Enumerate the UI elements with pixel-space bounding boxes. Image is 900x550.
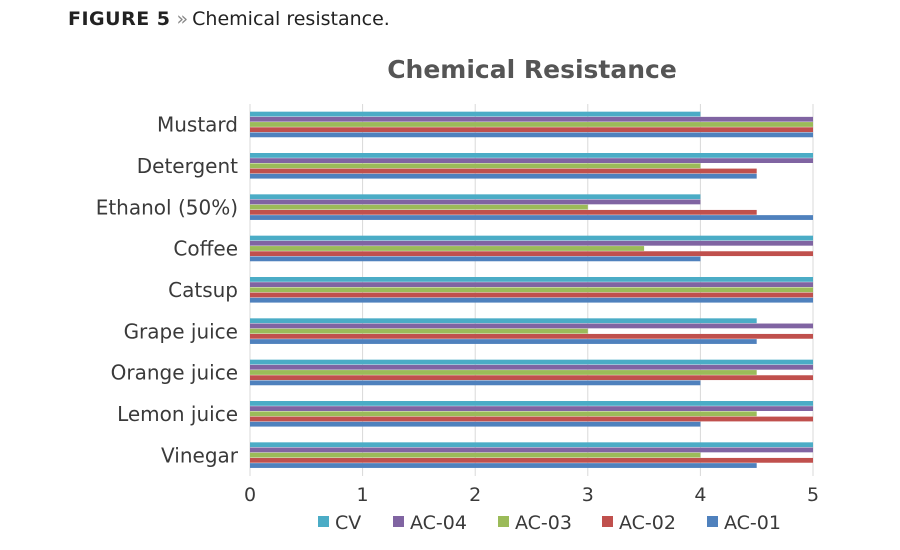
caption-text: Chemical resistance. [192,8,390,30]
bar-mustard-ac-03 [250,122,813,127]
bar-ethanol-50-ac-02 [250,209,757,215]
bar-detergent-ac-04 [250,158,813,163]
legend-label-ac-01: AC-01 [724,512,781,534]
category-label-catsup: Catsup [168,278,238,302]
bar-coffee-ac-02 [250,251,813,257]
legend-label-ac-03: AC-03 [515,512,572,534]
legend-swatch-cv [318,516,329,527]
chart-title: Chemical Resistance [387,55,677,84]
x-tick-label-5: 5 [807,484,819,506]
bar-mustard-cv [250,111,701,117]
legend-swatch-ac-01 [707,516,718,527]
bar-catsup-ac-01 [250,297,813,303]
bar-vinegar-ac-02 [250,457,813,463]
category-label-coffee: Coffee [173,237,238,261]
bar-ethanol-50-ac-04 [250,199,701,205]
x-tick-label-2: 2 [469,484,481,506]
bar-orange-juice-ac-04 [250,364,813,370]
bar-lemon-juice-ac-02 [250,416,813,422]
bar-orange-juice-ac-01 [250,380,701,386]
category-label-grape-juice: Grape juice [124,319,238,343]
bar-vinegar-ac-03 [250,452,701,458]
bar-detergent-cv [250,153,813,158]
bar-ethanol-50-ac-01 [250,215,813,220]
legend-label-ac-04: AC-04 [410,512,467,534]
x-tick-label-4: 4 [694,484,706,506]
legend-label-ac-02: AC-02 [619,512,676,534]
bar-catsup-ac-02 [250,292,813,298]
bar-ethanol-50-ac-03 [250,204,588,210]
x-tick-label-3: 3 [582,484,594,506]
bars [250,111,813,468]
bar-grape-juice-ac-04 [250,323,813,329]
x-tick-label-1: 1 [357,484,369,506]
axes: 0 1 2 3 4 5 Mustard Detergent Ethanol (50%) Coffe… [96,113,819,506]
bar-vinegar-ac-01 [250,463,757,468]
bar-catsup-ac-04 [250,282,813,287]
bar-grape-juice-cv [250,318,757,324]
figure-number: FIGURE 5 [68,8,171,30]
bar-catsup-cv [250,277,813,282]
bar-detergent-ac-01 [250,173,757,179]
legend: CV AC-04 AC-03 AC-02 AC-01 [318,512,781,534]
category-label-detergent: Detergent [137,154,238,178]
bar-detergent-ac-03 [250,163,701,169]
legend-label-cv: CV [335,512,361,534]
bar-coffee-ac-04 [250,240,813,246]
bar-grape-juice-ac-01 [250,339,757,344]
category-label-lemon-juice: Lemon juice [117,402,238,426]
category-label-ethanol-50: Ethanol (50%) [96,195,238,219]
bar-vinegar-cv [250,442,813,448]
bar-grape-juice-ac-02 [250,333,813,339]
legend-swatch-ac-04 [393,516,404,527]
bar-lemon-juice-ac-03 [250,411,757,417]
bar-mustard-ac-02 [250,127,813,133]
caption-separator: » [176,8,189,30]
bar-orange-juice-ac-02 [250,375,813,381]
bar-ethanol-50-cv [250,194,701,200]
category-label-orange-juice: Orange juice [111,361,238,385]
category-label-vinegar: Vinegar [161,443,239,467]
bar-coffee-ac-01 [250,256,701,262]
category-label-mustard: Mustard [157,113,238,137]
bar-detergent-ac-02 [250,168,757,174]
bar-orange-juice-ac-03 [250,370,757,375]
bar-lemon-juice-ac-01 [250,421,701,427]
bar-mustard-ac-01 [250,132,813,138]
bar-coffee-cv [250,235,813,241]
legend-swatch-ac-02 [602,516,613,527]
bar-lemon-juice-ac-04 [250,406,813,411]
bar-mustard-ac-04 [250,116,813,122]
bar-grape-juice-ac-03 [250,328,588,334]
bar-catsup-ac-03 [250,287,813,293]
bar-coffee-ac-03 [250,246,645,251]
x-tick-label-0: 0 [244,484,256,506]
figure-caption: FIGURE 5» Chemical resistance. [68,8,390,30]
bar-orange-juice-cv [250,359,813,365]
legend-swatch-ac-03 [498,516,509,527]
bar-vinegar-ac-04 [250,447,813,453]
bar-lemon-juice-cv [250,401,813,406]
